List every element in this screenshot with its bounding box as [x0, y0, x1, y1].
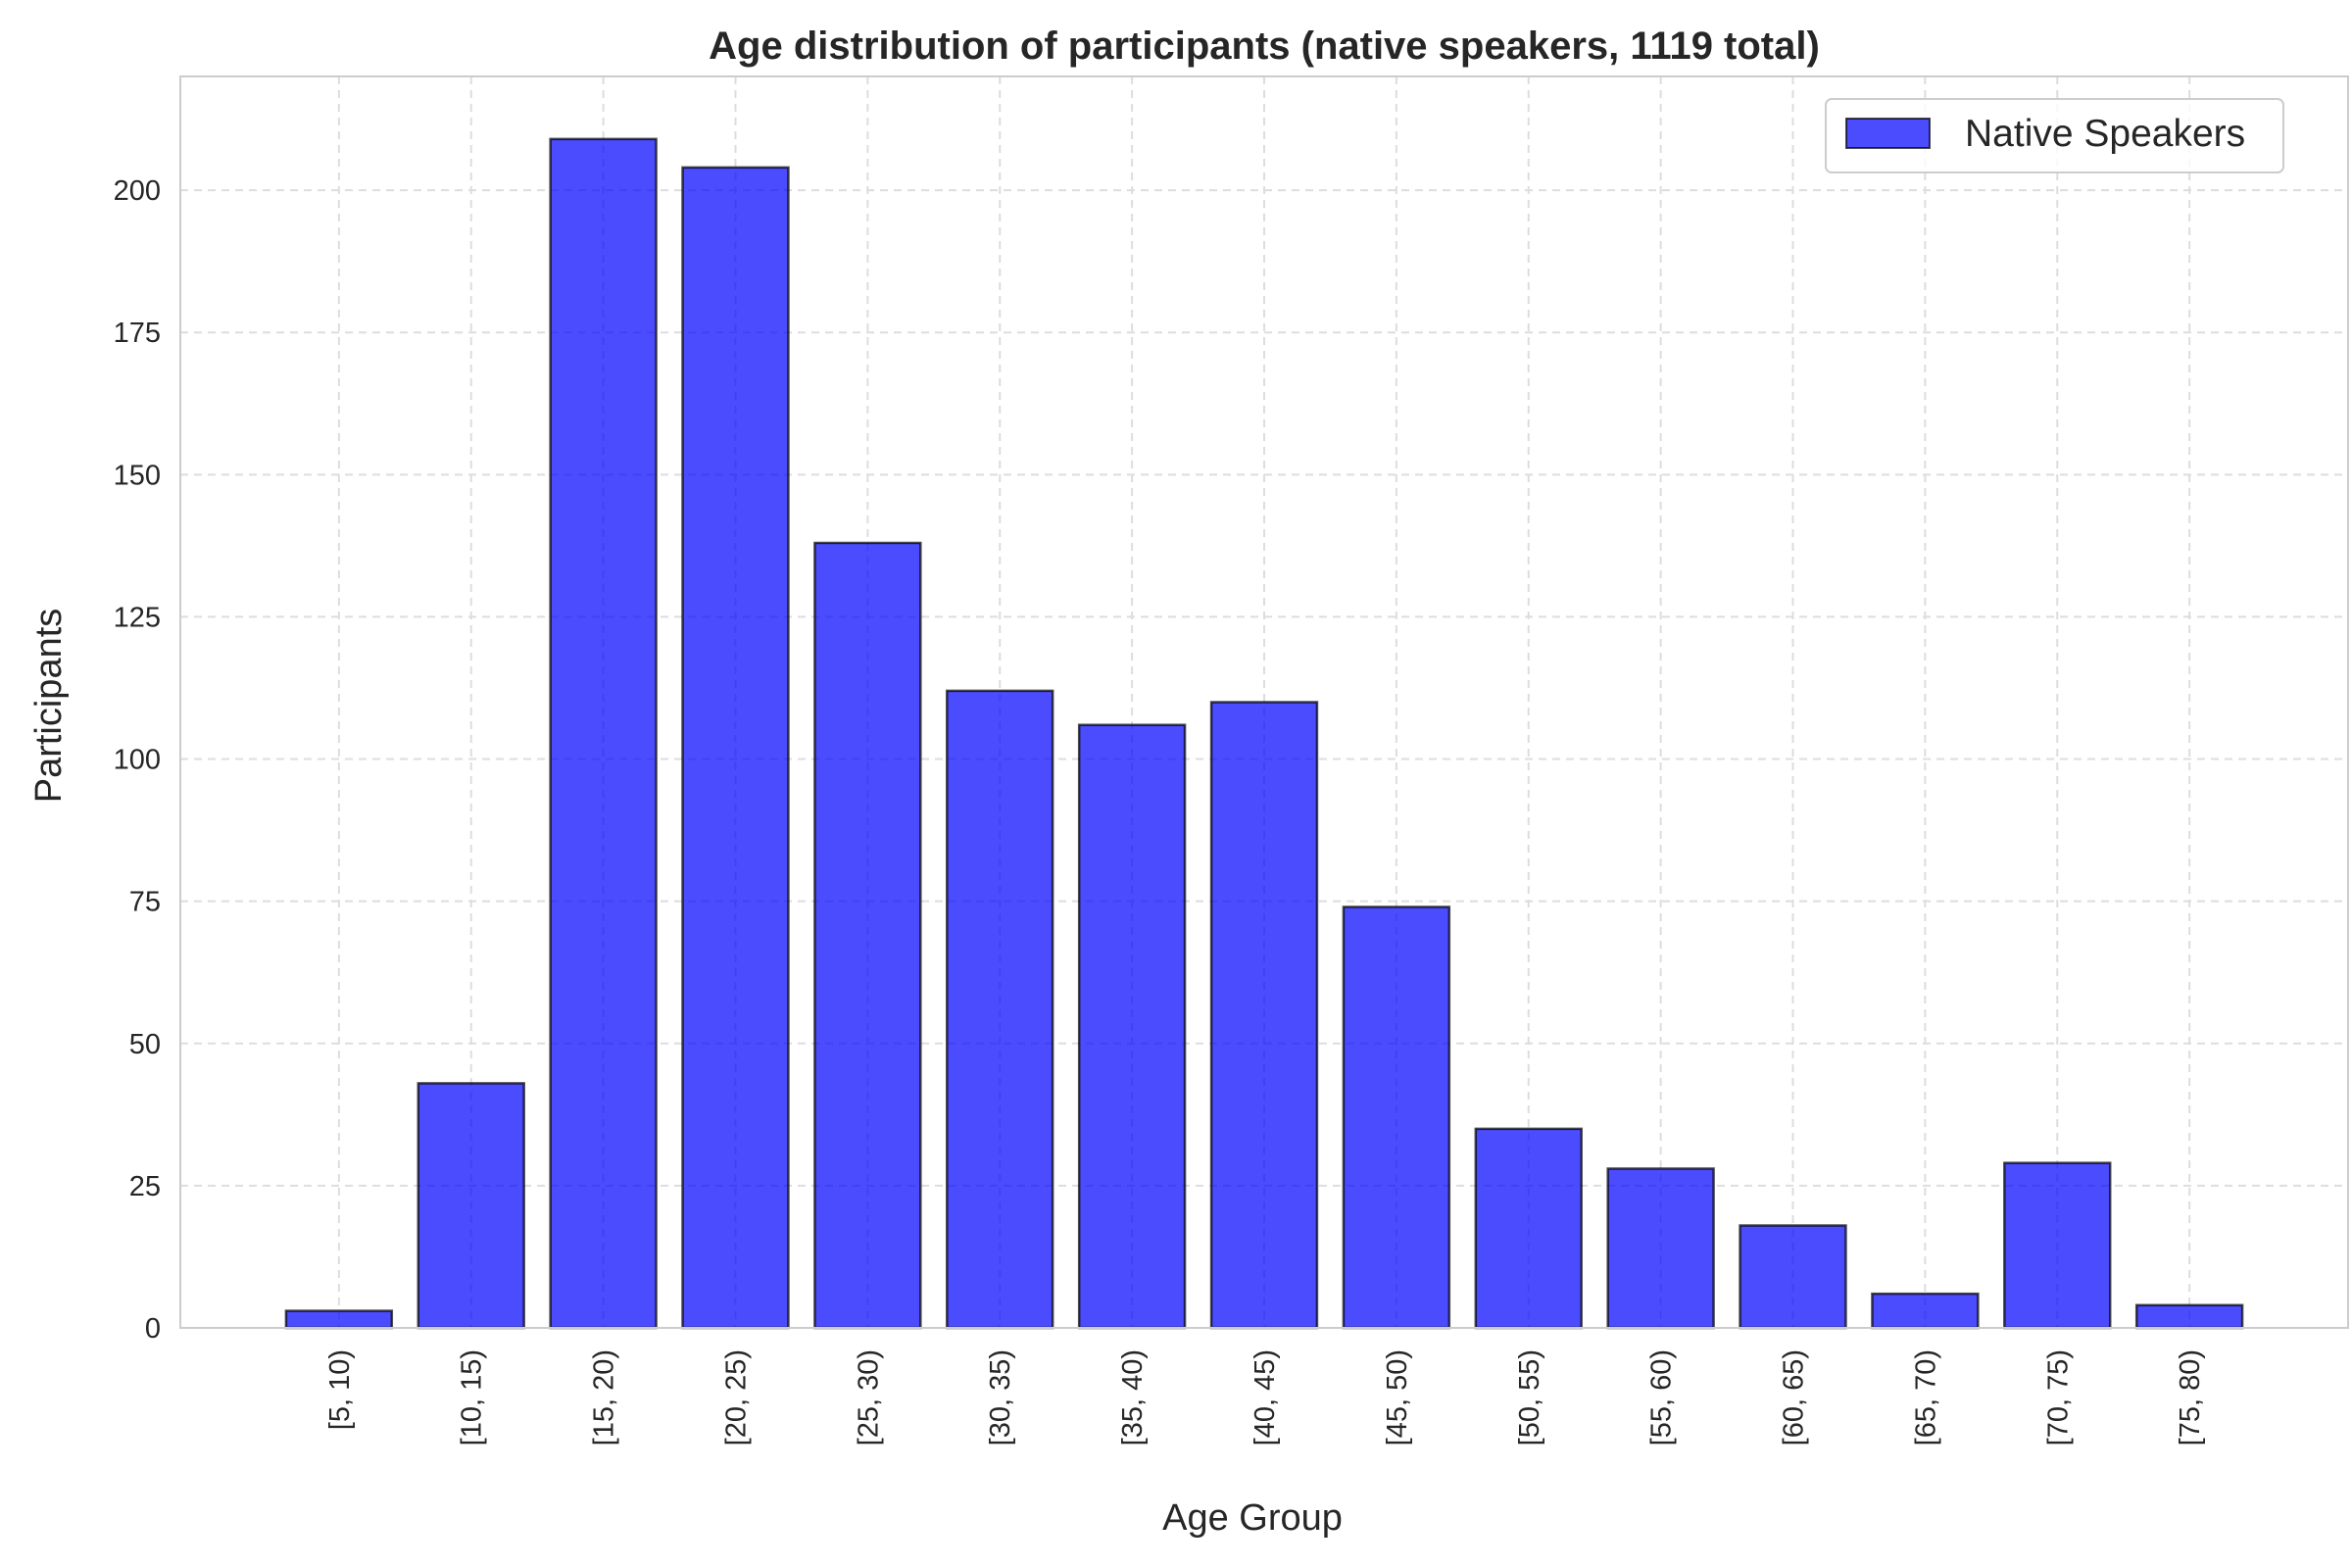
bar: [1739, 1224, 1847, 1330]
x-axis-ticks: [5, 10) [10, 15) [15, 20) [20, 25) [25, 30) […: [324, 1349, 2206, 1446]
bar: [1474, 1127, 1583, 1330]
y-tick-label: 150: [114, 460, 161, 491]
y-tick-label: 100: [114, 745, 161, 776]
legend-swatch: [1845, 118, 1931, 149]
bar: [1077, 723, 1187, 1330]
x-tick-label: [55, 60): [1646, 1349, 1678, 1446]
bar: [284, 1309, 394, 1330]
x-axis-label: Age Group: [1162, 1497, 1343, 1539]
bar: [1871, 1292, 1980, 1330]
plot-frame: [179, 75, 2349, 1329]
x-tick-label: [45, 50): [1382, 1349, 1413, 1446]
x-tick-label: [20, 25): [720, 1349, 752, 1446]
y-tick-label: 200: [114, 175, 161, 207]
chart-title: Age distribution of participants (native…: [709, 24, 1820, 68]
x-tick-label: [35, 40): [1117, 1349, 1149, 1446]
x-tick-label: [10, 15): [457, 1349, 488, 1446]
legend-box: [1825, 98, 2284, 173]
x-tick-label: [50, 55): [1514, 1349, 1545, 1446]
y-tick-label: 125: [114, 602, 161, 633]
bar: [1209, 701, 1319, 1330]
x-tick-label: [25, 30): [853, 1349, 884, 1446]
bar: [1606, 1167, 1715, 1330]
bar: [416, 1082, 525, 1330]
x-tick-label: [75, 80): [2175, 1349, 2206, 1446]
x-tick-label: [70, 75): [2042, 1349, 2074, 1446]
bar: [946, 689, 1054, 1330]
legend: Native Speakers: [1825, 98, 2284, 173]
bar: [2003, 1161, 2112, 1330]
bar: [681, 166, 790, 1330]
y-axis-label: Participants: [28, 609, 70, 804]
x-tick-label: [60, 65): [1779, 1349, 1810, 1446]
bars: [284, 137, 2244, 1330]
legend-label: Native Speakers: [1965, 113, 2245, 155]
x-tick-label: [40, 45): [1250, 1349, 1281, 1446]
bar: [1342, 906, 1451, 1330]
x-tick-label: [5, 10): [324, 1349, 356, 1430]
x-tick-label: [30, 35): [985, 1349, 1016, 1446]
x-tick-label: [15, 20): [589, 1349, 620, 1446]
y-tick-label: 25: [129, 1171, 161, 1202]
y-tick-label: 0: [145, 1313, 161, 1345]
bar: [813, 541, 922, 1330]
x-tick-label: [65, 70): [1910, 1349, 1941, 1446]
y-tick-label: 75: [129, 887, 161, 918]
bar: [549, 137, 658, 1330]
y-tick-label: 175: [114, 318, 161, 349]
y-axis-ticks: 0 25 50 75 100 125 150 175 200: [114, 175, 161, 1345]
bar: [2134, 1303, 2244, 1330]
y-tick-label: 50: [129, 1029, 161, 1060]
